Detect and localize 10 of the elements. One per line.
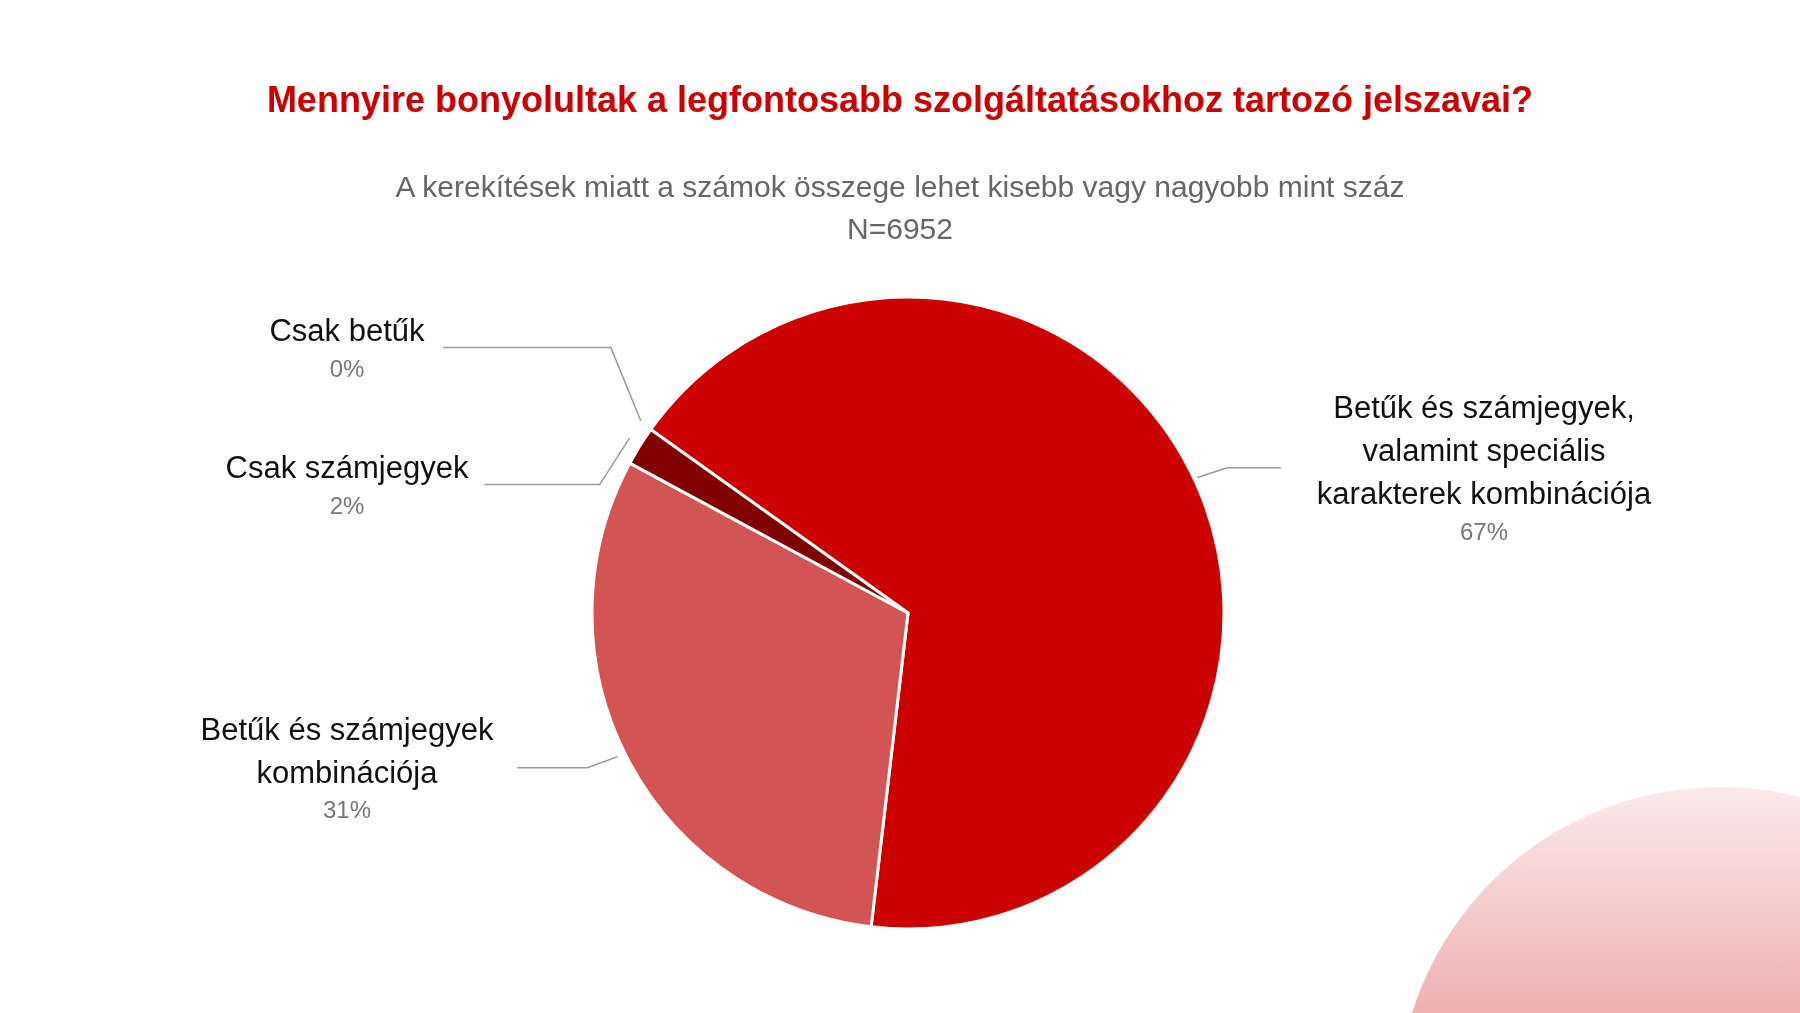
chart-title: Mennyire bonyolultak a legfontosabb szolgáltatásokhoz tartozó jelszavai? xyxy=(265,78,1535,122)
data-label: 2% xyxy=(329,491,365,519)
chart-subtitle: A kerekítések miatt a számok összege lehet kisebb vagy nagyobb mint száz N=6952 xyxy=(394,169,1406,247)
slice-label: Betűk és számjegyek, valamint speciális karakterek kombinációja xyxy=(1316,390,1652,512)
text: 0% xyxy=(329,354,365,382)
slice-label: Csak számjegyek xyxy=(225,449,469,485)
data-label: 31% xyxy=(322,796,372,824)
slice-label: Betűk és számjegyek kombinációja xyxy=(200,711,494,790)
category-label: Csak betűk xyxy=(269,312,425,348)
data-label: 67% xyxy=(1459,517,1509,545)
